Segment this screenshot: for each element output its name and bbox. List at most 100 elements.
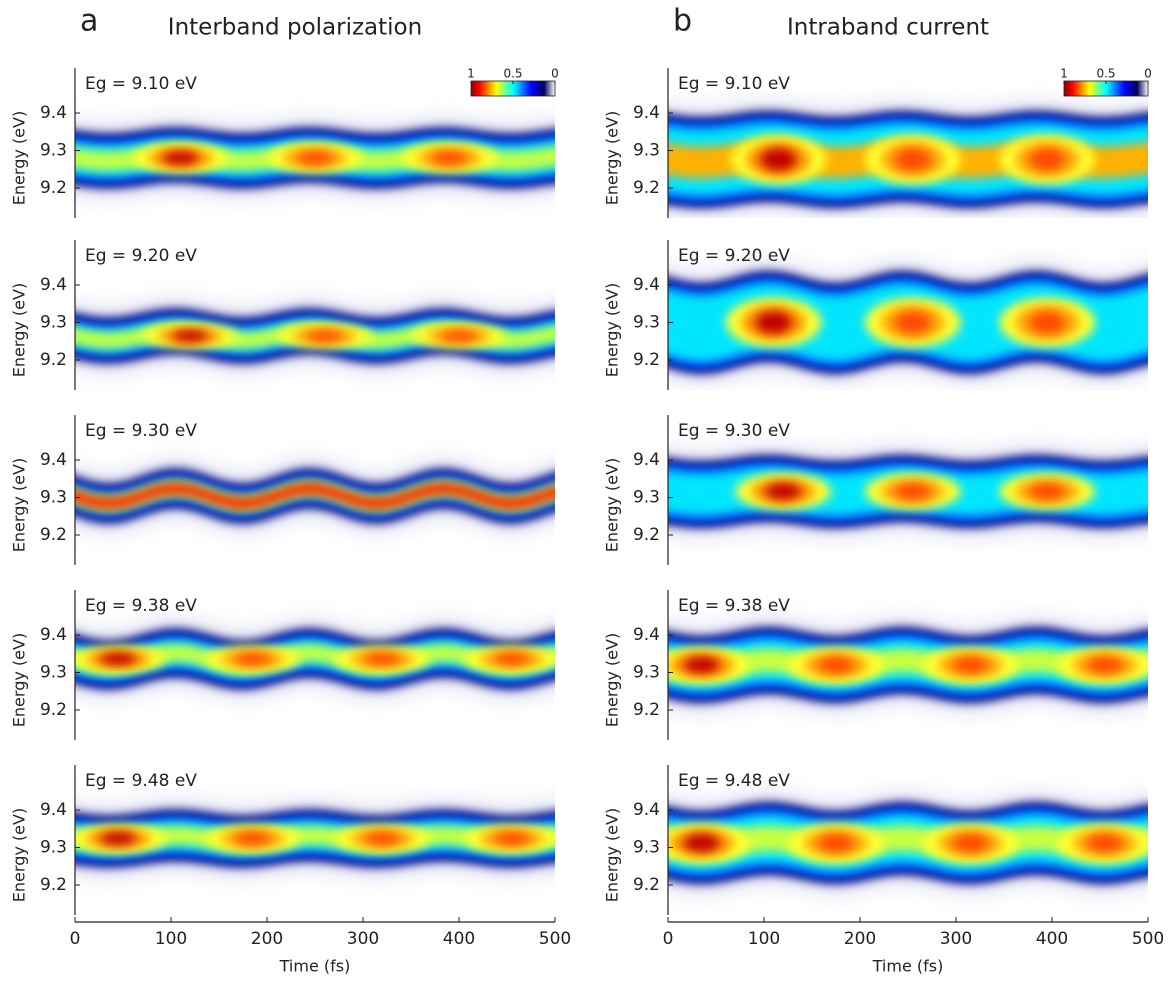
blob-core bbox=[894, 148, 931, 171]
blob-core bbox=[1086, 656, 1123, 674]
x-tick-label: 0 bbox=[70, 929, 81, 949]
blob-core bbox=[431, 151, 468, 165]
blob-core bbox=[172, 330, 209, 342]
blob-core bbox=[306, 330, 343, 342]
y-tick-label: 9.3 bbox=[633, 141, 660, 161]
y-axis-label: Energy (eV) bbox=[10, 458, 29, 552]
blob-core bbox=[234, 653, 271, 665]
annotation: Eg = 9.38 eV bbox=[85, 596, 197, 616]
blob-core bbox=[493, 653, 530, 665]
blob-core bbox=[1086, 834, 1123, 852]
y-tick-label: 9.3 bbox=[633, 663, 660, 683]
y-axis-label: Energy (eV) bbox=[603, 808, 622, 902]
blob-core bbox=[162, 151, 199, 165]
x-tick-label: 200 bbox=[844, 929, 876, 949]
blob-core bbox=[364, 653, 401, 665]
heatmap bbox=[668, 792, 1148, 894]
y-tick-label: 9.4 bbox=[633, 103, 660, 123]
panel-label: a bbox=[80, 4, 98, 39]
annotation: Eg = 9.48 eV bbox=[85, 771, 197, 791]
blob-core bbox=[297, 151, 333, 165]
heatmap bbox=[75, 299, 555, 373]
y-tick-label: 9.4 bbox=[633, 450, 660, 470]
colorbar-tick-label: 0 bbox=[1144, 67, 1152, 81]
y-tick-label: 9.4 bbox=[633, 800, 660, 820]
y-axis-label: Energy (eV) bbox=[603, 283, 622, 377]
x-tick-label: 500 bbox=[1132, 929, 1164, 949]
heatmap bbox=[75, 619, 555, 699]
annotation: Eg = 9.30 eV bbox=[678, 421, 790, 441]
blob-core bbox=[364, 832, 401, 845]
x-tick-label: 400 bbox=[1036, 929, 1068, 949]
blob-core bbox=[760, 148, 797, 171]
colorbar-tick-label: 1 bbox=[1060, 67, 1068, 81]
y-tick-label: 9.4 bbox=[40, 625, 67, 645]
y-tick-label: 9.3 bbox=[40, 488, 67, 508]
band-line bbox=[75, 482, 555, 510]
panel-label: b bbox=[673, 4, 692, 39]
y-tick-label: 9.4 bbox=[633, 275, 660, 295]
y-tick-label: 9.2 bbox=[633, 178, 660, 198]
x-tick-label: 300 bbox=[940, 929, 972, 949]
blob-core bbox=[1029, 311, 1066, 334]
colorbar-tick-label: 0 bbox=[551, 67, 559, 81]
annotation: Eg = 9.20 eV bbox=[678, 246, 790, 266]
annotation: Eg = 9.38 eV bbox=[678, 596, 790, 616]
x-tick-label: 500 bbox=[539, 929, 571, 949]
y-tick-label: 9.3 bbox=[40, 838, 67, 858]
heatmap bbox=[668, 101, 1148, 218]
blob-core bbox=[100, 832, 137, 845]
x-tick-label: 0 bbox=[663, 929, 674, 949]
y-tick-label: 9.2 bbox=[40, 178, 67, 198]
blob-core bbox=[765, 483, 802, 500]
annotation: Eg = 9.10 eV bbox=[678, 74, 790, 94]
heatmap bbox=[668, 617, 1148, 713]
y-tick-label: 9.2 bbox=[633, 525, 660, 545]
blob-core bbox=[755, 311, 792, 334]
panel-title: Interband polarization bbox=[168, 15, 422, 41]
blob-core bbox=[234, 832, 271, 845]
y-tick-label: 9.2 bbox=[40, 350, 67, 370]
y-tick-label: 9.2 bbox=[633, 700, 660, 720]
x-axis-label: Time (fs) bbox=[872, 957, 944, 976]
blob-core bbox=[493, 832, 530, 845]
panel-title: Intraband current bbox=[787, 15, 989, 41]
band-core bbox=[668, 648, 1148, 682]
annotation: Eg = 9.30 eV bbox=[85, 421, 197, 441]
annotation: Eg = 9.10 eV bbox=[85, 74, 197, 94]
heatmap bbox=[668, 445, 1148, 538]
x-tick-label: 100 bbox=[155, 929, 187, 949]
x-tick-label: 200 bbox=[251, 929, 283, 949]
y-tick-label: 9.3 bbox=[633, 838, 660, 858]
y-tick-label: 9.2 bbox=[40, 700, 67, 720]
heatmap bbox=[75, 459, 555, 533]
y-tick-label: 9.2 bbox=[633, 350, 660, 370]
y-tick-label: 9.3 bbox=[633, 488, 660, 508]
y-tick-label: 9.3 bbox=[40, 313, 67, 333]
heatmap bbox=[75, 800, 555, 877]
y-axis-label: Energy (eV) bbox=[603, 633, 622, 727]
blob-core bbox=[441, 330, 477, 342]
y-axis-label: Energy (eV) bbox=[603, 111, 622, 205]
colorbar-tick-label: 0.5 bbox=[503, 67, 522, 81]
y-tick-label: 9.4 bbox=[40, 103, 67, 123]
y-axis-label: Energy (eV) bbox=[10, 808, 29, 902]
y-axis-label: Energy (eV) bbox=[10, 283, 29, 377]
x-tick-label: 300 bbox=[347, 929, 379, 949]
blob-core bbox=[683, 834, 720, 852]
blob-core bbox=[1029, 483, 1066, 500]
y-tick-label: 9.4 bbox=[40, 800, 67, 820]
y-axis-label: Energy (eV) bbox=[10, 633, 29, 727]
blob-core bbox=[894, 311, 931, 334]
blob-core bbox=[894, 483, 931, 500]
y-tick-label: 9.3 bbox=[40, 663, 67, 683]
y-tick-label: 9.2 bbox=[40, 525, 67, 545]
annotation: Eg = 9.20 eV bbox=[85, 246, 197, 266]
x-tick-label: 400 bbox=[443, 929, 475, 949]
blob-core bbox=[952, 834, 989, 852]
y-tick-label: 9.2 bbox=[633, 875, 660, 895]
annotation: Eg = 9.48 eV bbox=[678, 771, 790, 791]
y-tick-label: 9.4 bbox=[633, 625, 660, 645]
colorbar-tick-label: 0.5 bbox=[1096, 67, 1115, 81]
